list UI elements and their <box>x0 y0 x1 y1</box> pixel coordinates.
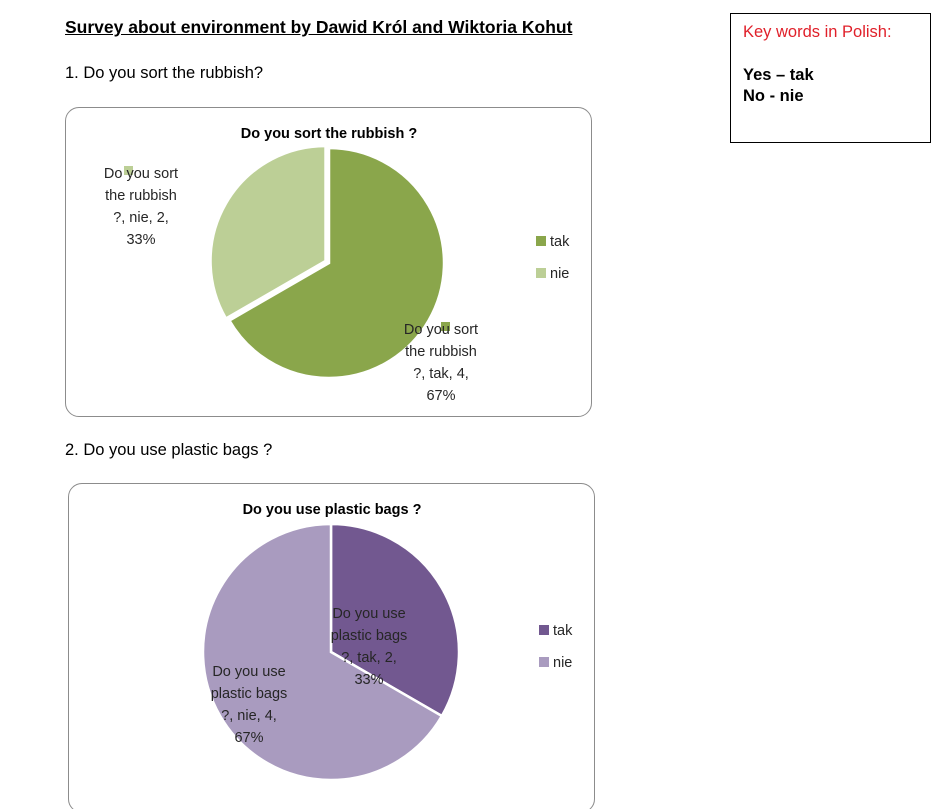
legend-swatch <box>536 268 546 278</box>
pie-chart-plastic-bags: Do you use plastic bags ? Do you use plast… <box>201 502 573 782</box>
data-label-tak: Do you use plastic bags ?, tak, 2, 33% <box>331 606 408 688</box>
pie-slice-tak <box>227 146 446 380</box>
legend-item-nie: nie <box>539 655 572 671</box>
data-label-line: 33% <box>126 232 155 248</box>
key-words-box: Key words in Polish: Yes – tak No - nie <box>730 13 931 143</box>
data-label-line: Do you sort <box>404 322 478 338</box>
data-label-line: ?, tak, 4, <box>413 366 469 382</box>
question-2: 2. Do you use plastic bags ? <box>65 441 273 459</box>
key-word-yes: Yes – tak <box>743 66 814 84</box>
question-1: 1. Do you sort the rubbish? <box>65 64 264 82</box>
legend-item-tak: tak <box>539 623 573 639</box>
legend-swatch <box>536 236 546 246</box>
data-label-line: plastic bags <box>211 686 288 702</box>
data-label-nie: Do you use plastic bags ?, nie, 4, 67% <box>211 664 288 746</box>
data-label-marker <box>124 166 133 175</box>
data-label-line: ?, tak, 2, <box>341 650 397 666</box>
data-label-line: 33% <box>354 672 383 688</box>
data-label-marker <box>441 322 450 331</box>
pie-slice-nie <box>201 522 444 782</box>
data-label-nie: Do you sort the rubbish ?, nie, 2, 33% <box>104 166 178 248</box>
data-label-line: ?, nie, 2, <box>113 210 169 226</box>
pie-chart-sort-rubbish: Do you sort the rubbish ? Do you sort the … <box>104 126 570 404</box>
key-word-no: No - nie <box>743 87 804 105</box>
document-title: Survey about environment by Dawid Król a… <box>65 17 573 37</box>
legend-swatch <box>539 625 549 635</box>
legend-label: tak <box>550 234 570 250</box>
legend-item-tak: tak <box>536 234 570 250</box>
data-label-line: Do you use <box>332 606 405 622</box>
data-label-line: 67% <box>234 730 263 746</box>
pie-slice-tak <box>329 522 461 718</box>
chart-title: Do you sort the rubbish ? <box>241 126 418 142</box>
chart-title: Do you use plastic bags ? <box>243 502 422 518</box>
data-label-line: plastic bags <box>331 628 408 644</box>
data-label-line: 67% <box>426 388 455 404</box>
data-label-tak: Do you sort the rubbish ?, tak, 4, 67% <box>404 322 478 404</box>
data-label-line: the rubbish <box>405 344 477 360</box>
pie-slice-nie <box>209 144 327 321</box>
legend-label: tak <box>553 623 573 639</box>
data-label-line: the rubbish <box>105 188 177 204</box>
chart-sort-rubbish: Do you sort the rubbish ? Do you sort the … <box>65 107 592 417</box>
chart-plastic-bags: Do you use plastic bags ? Do you use plast… <box>68 483 595 809</box>
data-label-line: ?, nie, 4, <box>221 708 277 724</box>
data-label-line: Do you use <box>212 664 285 680</box>
key-words-title: Key words in Polish: <box>743 23 892 41</box>
data-label-line: Do you sort <box>104 166 178 182</box>
legend-swatch <box>539 657 549 667</box>
legend-label: nie <box>553 655 572 671</box>
legend-item-nie: nie <box>536 266 569 282</box>
legend-label: nie <box>550 266 569 282</box>
